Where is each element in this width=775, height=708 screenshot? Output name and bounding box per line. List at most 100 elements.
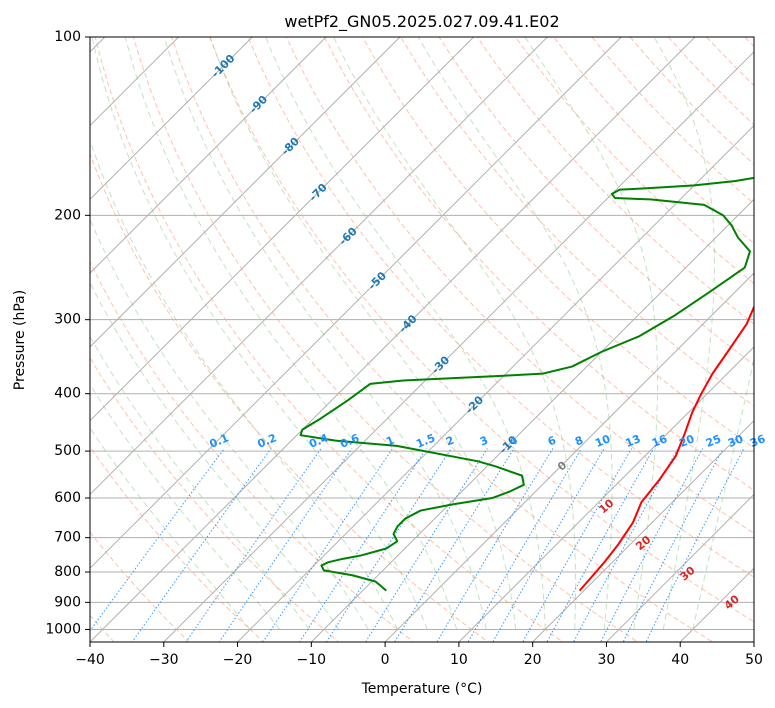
mixing-ratio-line: [262, 448, 394, 642]
isotherm-line: [384, 272, 754, 642]
moist-adiabat-line: [332, 37, 577, 630]
mixing-ratio-line: [522, 448, 632, 642]
x-tick-label: −10: [297, 652, 327, 668]
isotherm-line: [90, 37, 475, 422]
y-tick-label: 900: [54, 594, 81, 610]
isotherm-line: [90, 37, 254, 201]
moist-adiabat-line: [90, 139, 399, 630]
mixing-ratio-label: 3: [478, 434, 490, 449]
x-tick-label: −20: [223, 652, 253, 668]
mixing-ratio-line: [572, 448, 679, 642]
mixing-ratio-label: 25: [704, 432, 723, 450]
mixing-ratio-line: [325, 448, 452, 642]
isotherm-line: [90, 37, 549, 496]
mixing-ratio-line: [467, 448, 582, 642]
mixing-ratio-label: 8: [573, 434, 585, 449]
moist-adiabat-line: [163, 37, 487, 630]
mixing-ratio-line: [90, 448, 225, 632]
mixing-ratio-label: 30: [726, 432, 745, 450]
dry-adiabat-line: [171, 37, 714, 642]
mixing-ratio-line: [298, 448, 427, 642]
mixing-ratio-label: 2: [444, 434, 456, 449]
mixing-ratio-label: 20: [677, 432, 696, 450]
plot-background: [90, 37, 754, 642]
x-tick-label: 30: [598, 652, 616, 668]
dry-adiabat-line: [323, 37, 754, 491]
x-tick-label: 10: [450, 652, 468, 668]
mixing-ratio-label: 1: [384, 434, 396, 449]
mixing-ratio-line: [365, 448, 488, 642]
temperature-line: [578, 304, 754, 592]
y-tick-label: 500: [54, 443, 81, 459]
moist-adiabat-line: [90, 218, 369, 630]
axes-layer: −40 −30 −20 −10 0 10 20 30 40 50 100 200 300 400 500 60…: [45, 29, 763, 668]
dry-adiabat-line: [247, 37, 754, 578]
y-tick-label: 400: [54, 386, 81, 402]
y-tick-label: 600: [54, 490, 81, 506]
background-lines-layer: [90, 37, 754, 642]
dry-adiabat-line: [476, 37, 754, 325]
mixing-ratio-line: [546, 448, 655, 642]
dry-adiabat-line: [90, 260, 415, 642]
mixing-ratio-label: 16: [650, 432, 669, 450]
y-tick-label: 800: [54, 564, 81, 580]
moist-adiabat-line: [265, 37, 546, 630]
moist-adiabat-line: [524, 37, 659, 630]
moist-adiabat-line: [90, 281, 340, 630]
isotherm-line: [531, 419, 754, 642]
x-tick-label: −30: [149, 652, 179, 668]
isotherm-line: [90, 37, 327, 274]
isotherm-line: [90, 37, 696, 642]
dry-adiabat-line: [90, 531, 190, 642]
mixing-ratio-label: 13: [623, 432, 642, 450]
mixing-ratio-label: 36: [748, 432, 767, 450]
dewpoint-line: [299, 176, 754, 592]
moist-adiabat-line: [653, 37, 716, 630]
moist-adiabat-line: [90, 427, 251, 630]
dry-adiabat-line: [132, 37, 639, 642]
grid-layer: [90, 37, 754, 642]
dry-adiabat-line: [94, 37, 564, 642]
mixing-ratio-label: 10: [593, 432, 612, 450]
dry-adiabat-line: [90, 152, 490, 642]
isotherm-line: [605, 493, 754, 642]
x-tick-label: 50: [745, 652, 763, 668]
dry-adiabat-line: [90, 446, 265, 642]
y-tick-label: 300: [54, 312, 81, 328]
dry-adiabat-line: [362, 37, 754, 449]
x-tick-label: 40: [671, 652, 689, 668]
mixing-ratio-line: [492, 448, 605, 642]
y-tick-label: 1000: [45, 621, 81, 637]
y-tick-label: 100: [54, 29, 81, 45]
mixing-ratio-line: [394, 448, 515, 642]
isotherm-line: [236, 124, 754, 642]
mixing-ratio-line: [131, 448, 272, 642]
moist-adiabat-line: [90, 383, 281, 630]
series-layer: [299, 176, 754, 592]
chart-title: wetPf2_GN05.2025.027.09.41.E02: [284, 12, 559, 32]
y-tick-label: 200: [54, 207, 81, 223]
moist-adiabat-line: [124, 37, 458, 630]
moist-adiabat-line: [90, 335, 310, 630]
moist-adiabat-line: [692, 356, 754, 630]
moist-adiabat-line: [417, 37, 613, 630]
moist-adiabat-line: [209, 37, 517, 630]
isotherm-line: [458, 346, 754, 642]
isotherm-line: [90, 37, 622, 569]
mixing-ratio-line: [645, 448, 745, 642]
plot-frame: [89, 36, 755, 643]
y-axis-label: Pressure (hPa): [12, 290, 28, 390]
isotherm-line: [310, 198, 754, 642]
dry-adiabat-line: [90, 356, 340, 642]
dry-adiabat-line: [209, 37, 754, 623]
x-tick-label: 20: [524, 652, 542, 668]
isotherm-line: [90, 37, 401, 348]
x-axis-label: Temperature (°C): [361, 681, 483, 697]
isotherm-line: [163, 51, 754, 642]
x-tick-label: 0: [381, 652, 390, 668]
x-tick-label: −40: [75, 652, 105, 668]
mixing-ratio-line: [436, 448, 554, 642]
y-tick-label: 700: [54, 530, 81, 546]
dry-adiabat-line: [438, 37, 754, 366]
